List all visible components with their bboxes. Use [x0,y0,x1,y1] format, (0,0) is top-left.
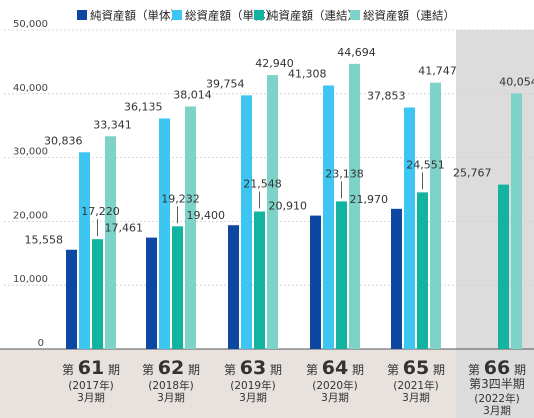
bar [172,226,183,349]
legend-label: 純資産額（連結） [267,9,359,23]
data-label: 19,400 [187,209,226,222]
bar [159,118,170,349]
data-label: 23,138 [325,167,364,180]
data-label: 21,970 [350,193,389,206]
category-label: 第 63 期 [224,357,282,379]
bar [79,152,90,349]
legend-swatch [254,10,264,20]
bar [267,75,278,350]
bar [254,211,265,349]
bar [241,95,252,349]
data-label: 19,232 [161,192,200,205]
data-label: 20,910 [269,200,308,213]
bar [404,107,415,349]
bar [185,106,196,350]
bar [66,249,77,349]
bar [349,63,360,349]
bar [498,184,509,349]
category-sublabel: 第3四半期 [469,377,525,391]
bars [66,63,522,350]
data-label: 39,754 [206,77,245,90]
bar [310,215,321,349]
data-label: 15,558 [25,234,64,247]
category-month: 3月期 [239,392,267,404]
data-label: 37,853 [367,89,406,102]
data-label: 17,461 [105,222,144,235]
category-month: 3月期 [157,392,185,404]
data-label: 24,551 [406,158,445,171]
data-label: 40,054 [499,75,534,88]
footer-band [0,349,534,418]
category-label: 第 65 期 [387,357,445,379]
bar [146,237,157,349]
y-tick-label: 10,000 [13,274,48,285]
legend-swatch [350,10,360,20]
y-tick-label: 0 [38,338,44,349]
bar [323,85,334,350]
data-label: 17,220 [81,205,120,218]
bar [391,208,402,349]
bar [92,239,103,349]
bar [417,192,428,349]
bar [228,225,239,349]
category-label: 第 66 期 [468,357,526,379]
data-label: 33,341 [93,118,132,131]
data-label: 21,548 [243,178,282,191]
legend: 純資産額（単体） 総資産額（単体）純資産額（連結） 総資産額（連結） [77,9,455,23]
category-month: 3月期 [402,392,430,404]
legend-swatch [77,10,87,20]
category-month: 3月期 [483,405,511,417]
category-year: (2020年) [312,379,357,392]
y-tick-label: 50,000 [13,19,48,30]
data-label: 44,694 [337,46,376,59]
category-label: 第 61 期 [62,357,120,379]
legend-swatch [172,10,182,20]
data-label: 30,836 [44,134,83,147]
legend-label: 純資産額（単体） [90,9,182,23]
data-label: 41,747 [418,65,457,78]
data-labels: 15,558 17,461 19,400 20,910 21,970 30,836 36,1… [25,46,534,247]
category-year: (2021年) [393,379,438,392]
data-label: 42,940 [255,57,294,70]
category-year: (2019年) [230,379,275,392]
category-year: (2018年) [148,379,193,392]
y-tick-label: 40,000 [13,83,48,94]
bar [105,136,116,349]
y-tick-label: 30,000 [13,147,48,158]
category-year: (2022年) [474,392,519,405]
data-label: 38,014 [173,88,212,101]
y-tick-label: 20,000 [13,210,48,221]
category-month: 3月期 [321,392,349,404]
bar [511,93,522,350]
data-label: 36,135 [124,100,163,113]
category-label: 第 64 期 [306,357,364,379]
category-month: 3月期 [77,392,105,404]
bar [430,82,441,349]
data-label: 25,767 [453,167,492,180]
data-label: 41,308 [288,67,327,80]
category-year: (2017年) [68,379,113,392]
legend-label: 総資産額（連結） [363,9,455,23]
category-label: 第 62 期 [142,357,200,379]
bar [336,201,347,349]
